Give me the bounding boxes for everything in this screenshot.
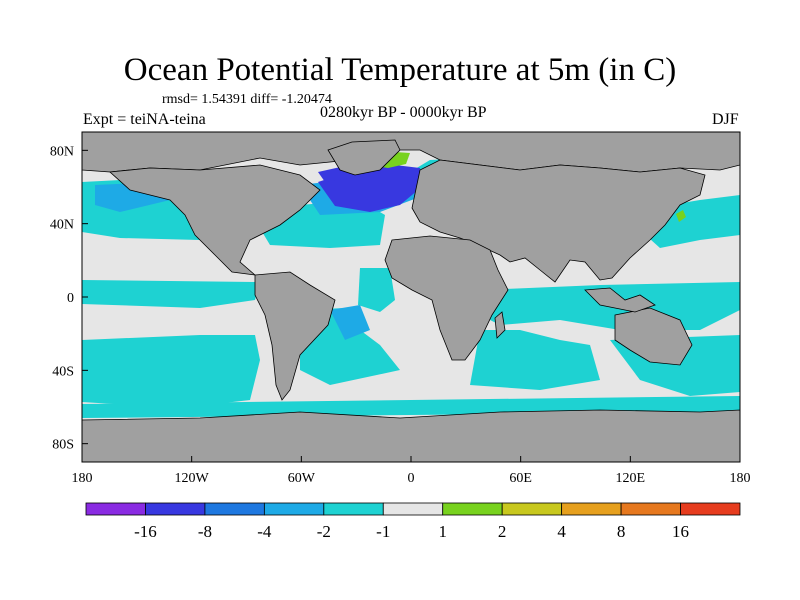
experiment-label: Expt = teiNA-teina xyxy=(83,111,206,128)
colorbar-label: -4 xyxy=(257,522,272,541)
antarctica xyxy=(82,409,740,462)
lat-tick-label: 40S xyxy=(52,364,74,379)
tropical-band xyxy=(358,268,395,312)
colorbar-swatch xyxy=(204,502,265,516)
indian-ocean-band xyxy=(470,330,600,390)
colorbar-swatch xyxy=(323,502,384,516)
longitude-axis: 180 120W 60W 0 60E 120E 180 xyxy=(72,456,751,486)
period-label: 0280kyr BP - 0000kyr BP xyxy=(320,104,487,121)
colorbar-swatch xyxy=(501,502,563,516)
map-field xyxy=(82,132,740,462)
colorbar-label: -8 xyxy=(198,522,212,541)
lat-tick-label: 80S xyxy=(52,438,74,453)
colorbar-label: -1 xyxy=(376,522,390,541)
lon-tick-label: 0 xyxy=(408,471,415,486)
japan-anomaly xyxy=(676,210,686,222)
colorbar-swatch xyxy=(145,502,206,516)
colorbar-swatch xyxy=(382,502,444,516)
season-label: DJF xyxy=(712,111,739,128)
colorbar-label: -16 xyxy=(134,522,157,541)
lon-tick-label: 120E xyxy=(616,471,646,486)
colorbar-label: 2 xyxy=(498,522,507,541)
figure-title: Ocean Potential Temperature at 5m (in C) xyxy=(123,52,677,88)
tropical-band xyxy=(82,280,260,308)
colorbar-label: 4 xyxy=(557,522,566,541)
stats-label: rmsd= 1.54391 diff= -1.20474 xyxy=(162,92,332,107)
indonesia xyxy=(584,287,656,313)
south-america xyxy=(254,271,336,401)
colorbar-swatch xyxy=(620,502,681,516)
lat-tick-label: 0 xyxy=(67,291,74,306)
latitude-axis: 80N 40N 0 40S 80S xyxy=(50,144,88,453)
colorbar-swatch xyxy=(442,502,503,516)
land-masses xyxy=(82,132,740,462)
colorbar-label: 8 xyxy=(617,522,626,541)
colorbar-label: -2 xyxy=(317,522,331,541)
colorbar-label: 16 xyxy=(672,522,689,541)
south-atlantic-patch xyxy=(330,305,370,340)
australia xyxy=(614,307,693,366)
africa xyxy=(384,235,509,361)
lon-tick-label: 180 xyxy=(72,471,93,486)
north-america xyxy=(109,164,321,276)
lon-tick-label: 180 xyxy=(730,471,751,486)
lat-tick-label: 80N xyxy=(50,144,74,159)
lon-tick-label: 60E xyxy=(509,471,532,486)
lon-tick-label: 60W xyxy=(288,471,316,486)
colorbar-swatch xyxy=(85,502,146,516)
lat-tick-label: 40N xyxy=(50,218,74,233)
greenland xyxy=(327,139,401,176)
south-pacific-band xyxy=(82,335,260,408)
lon-tick-label: 120W xyxy=(175,471,210,486)
colorbar-swatch xyxy=(561,502,622,516)
colorbar-swatch xyxy=(680,502,741,516)
colorbar: -16 -8 -4 -2 -1 1 2 4 8 16 xyxy=(85,502,741,541)
colorbar-label: 1 xyxy=(438,522,447,541)
madagascar xyxy=(494,311,506,339)
colorbar-swatch xyxy=(263,502,325,516)
